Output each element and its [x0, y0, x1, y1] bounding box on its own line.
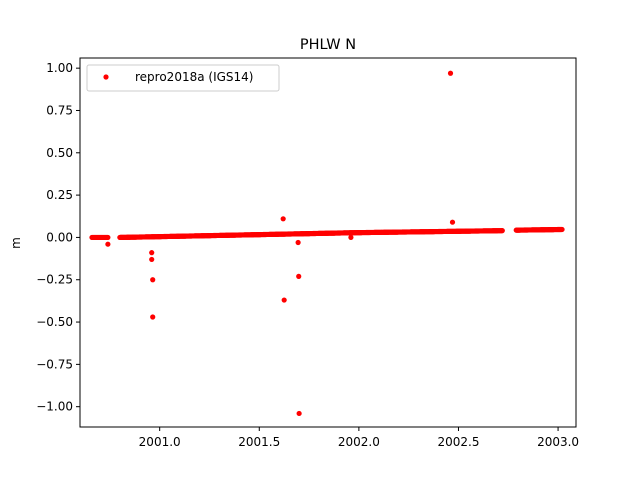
y-tick-label: 0.75: [46, 103, 73, 117]
data-point: [105, 234, 111, 241]
data-point: [296, 273, 302, 279]
legend-marker: [103, 74, 109, 80]
data-point: [348, 234, 354, 241]
plot-frame: [79, 57, 577, 428]
y-tick-label: −0.25: [36, 273, 73, 287]
data-point: [559, 226, 565, 233]
chart-title: PHLW N: [300, 37, 356, 53]
y-tick-label: 0.25: [46, 188, 73, 202]
legend-label: repro2018a (IGS14): [135, 70, 253, 84]
data-point: [447, 70, 454, 76]
x-tick-label: 2003.0: [537, 435, 579, 449]
data-point: [296, 410, 302, 417]
axis-ticks: 2001.0 2001.5 2002.0 2002.5 2003.0 1.00 0.75 0.…: [36, 61, 579, 449]
x-tick-label: 2001.0: [139, 435, 181, 449]
data-point: [449, 219, 456, 225]
data-point: [281, 297, 287, 303]
data-point: [499, 228, 505, 234]
data-point: [149, 250, 155, 256]
data-points: [89, 70, 565, 417]
data-point: [295, 239, 301, 246]
x-tick-label: 2001.5: [238, 435, 280, 449]
legend: repro2018a (IGS14): [86, 64, 280, 92]
y-tick-label: −1.00: [36, 400, 73, 414]
data-point: [280, 216, 286, 222]
data-point: [149, 256, 155, 263]
data-point: [150, 314, 156, 320]
x-tick-label: 2002.5: [437, 435, 479, 449]
y-tick-label: 0.00: [46, 230, 73, 244]
y-tick-label: 0.50: [46, 146, 73, 160]
x-tick-label: 2002.0: [338, 435, 380, 449]
data-point: [150, 277, 156, 283]
y-tick-label: 1.00: [46, 61, 73, 75]
y-tick-label: −0.50: [36, 315, 73, 329]
y-axis-label: m: [9, 237, 23, 249]
legend-box: [86, 64, 280, 92]
y-tick-label: −0.75: [36, 357, 73, 371]
data-point: [105, 241, 111, 247]
